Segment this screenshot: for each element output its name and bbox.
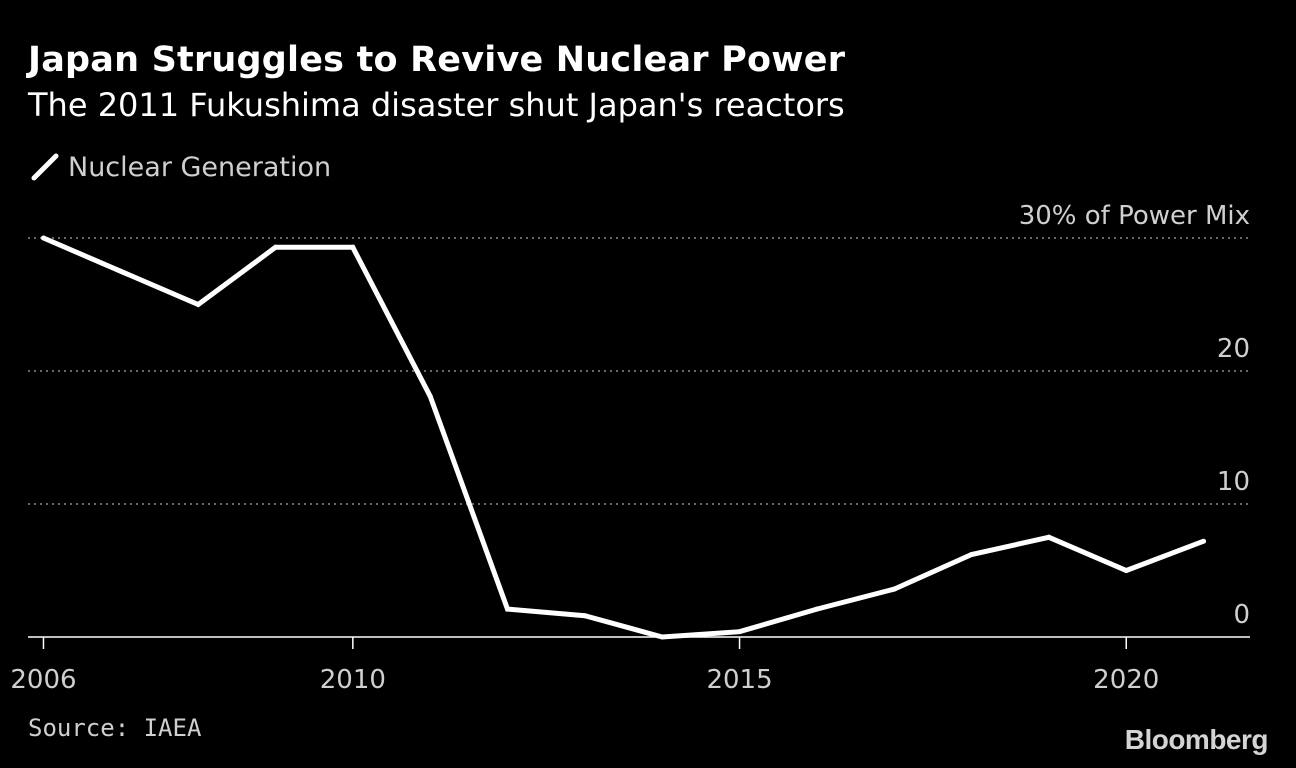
data-point	[350, 244, 356, 250]
source-note: Source: IAEA	[28, 714, 202, 742]
data-point	[891, 586, 897, 592]
data-point	[195, 302, 201, 307]
data-point	[1201, 538, 1207, 544]
data-point	[737, 629, 743, 635]
data-point	[272, 244, 278, 250]
x-tick-label: 2015	[706, 665, 772, 695]
data-point	[1123, 568, 1129, 573]
data-point	[427, 393, 433, 399]
legend-label: Nuclear Generation	[68, 151, 332, 183]
series-layer	[40, 235, 1207, 640]
data-point	[40, 235, 46, 241]
legend: Nuclear Generation	[30, 150, 331, 184]
x-tick-label: 2006	[10, 665, 76, 695]
data-point	[814, 606, 820, 612]
data-point	[582, 613, 588, 619]
x-tick-label: 2020	[1093, 665, 1159, 695]
x-tick-label: 2010	[320, 665, 386, 695]
grid-layer	[28, 237, 1250, 505]
line-swatch-icon	[31, 153, 59, 181]
y-tick-label: 20	[1217, 334, 1250, 364]
data-point	[505, 606, 511, 612]
y-tick-label: 0	[1233, 600, 1250, 630]
axis-layer	[28, 636, 1250, 649]
chart-subtitle: The 2011 Fukushima disaster shut Japan's…	[28, 86, 845, 124]
data-point	[1046, 534, 1052, 540]
y-tick-label: 10	[1217, 467, 1250, 497]
label-layer: 0 10 20 30% of Power Mix 2006 2010 2015 2020	[10, 201, 1250, 695]
data-point	[969, 552, 975, 558]
chart-title: Japan Struggles to Revive Nuclear Power	[28, 40, 846, 80]
series-line-nuclear-generation	[42, 235, 1205, 640]
data-point	[659, 634, 665, 640]
bloomberg-logo: Bloomberg	[1124, 724, 1269, 755]
data-point	[118, 268, 124, 274]
y-tick-label: 30% of Power Mix	[1019, 201, 1250, 231]
